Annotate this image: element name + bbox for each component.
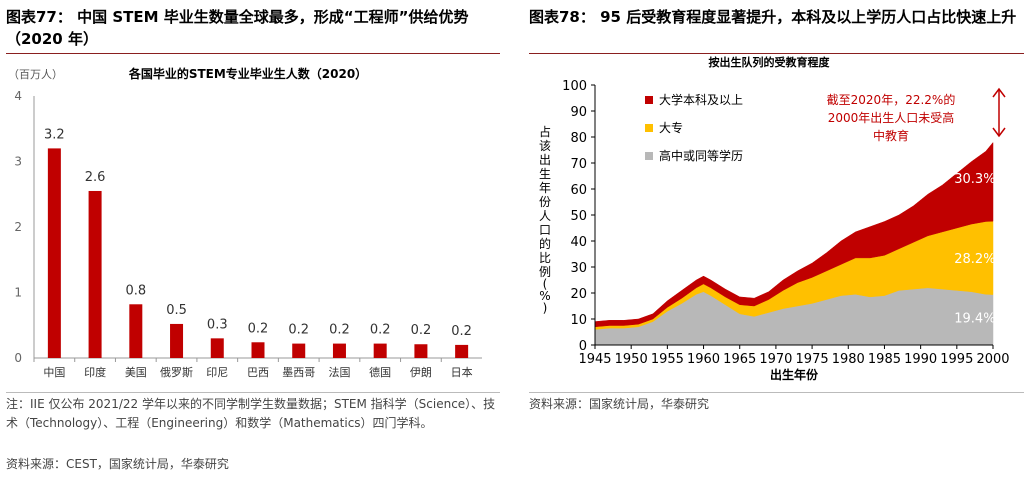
bar-data-label: 0.2 xyxy=(451,324,472,339)
y-tick-label: 40 xyxy=(570,235,587,250)
bar xyxy=(332,343,346,358)
bar xyxy=(373,343,387,358)
x-tick-label: 1985 xyxy=(868,352,901,367)
bar xyxy=(210,338,224,358)
x-tick-label: 2000 xyxy=(976,352,1009,367)
annotation-text: 截至2020年，22.2%的 xyxy=(827,92,956,107)
bar-data-label: 0.2 xyxy=(248,321,269,336)
x-tick-label: 1950 xyxy=(615,352,648,367)
bar-data-label: 0.5 xyxy=(166,303,187,318)
y-tick-label: 0 xyxy=(14,351,22,365)
y-tick-label: 3 xyxy=(14,155,22,169)
y-tick-label: 4 xyxy=(14,89,22,103)
area-data-label: 28.2% xyxy=(954,252,995,267)
x-category-label: 德国 xyxy=(369,365,391,379)
x-category-label: 日本 xyxy=(451,365,473,379)
x-category-label: 俄罗斯 xyxy=(160,366,193,379)
y-tick-label: 10 xyxy=(570,313,587,328)
bar-chart-title: 各国毕业的STEM专业毕业生人数（2020） xyxy=(128,66,367,81)
bar xyxy=(414,344,428,358)
x-axis-title: 出生年份 xyxy=(770,367,819,382)
x-category-label: 伊朗 xyxy=(410,366,432,379)
annotation-arrow-head-bottom xyxy=(992,127,1006,138)
x-category-label: 美国 xyxy=(125,366,147,379)
x-tick-label: 1965 xyxy=(723,352,756,367)
bar-data-label: 2.6 xyxy=(85,170,106,185)
left-title-rule xyxy=(6,53,500,54)
bar-data-label: 3.2 xyxy=(44,127,65,142)
area-data-label: 19.4% xyxy=(954,311,995,326)
x-category-label: 墨西哥 xyxy=(282,366,315,379)
y-tick-label: 20 xyxy=(570,287,587,302)
bar-data-label: 0.8 xyxy=(125,283,146,298)
bar-data-label: 0.2 xyxy=(370,323,391,338)
y-tick-label: 80 xyxy=(570,131,587,146)
bar-data-label: 0.2 xyxy=(411,323,432,338)
x-tick-label: 1980 xyxy=(832,352,865,367)
annotation-text: 2000年出生人口未受高 xyxy=(828,110,955,125)
x-tick-label: 1960 xyxy=(687,352,720,367)
annotation-text: 中教育 xyxy=(873,128,909,143)
y-tick-label: 90 xyxy=(570,105,587,120)
x-tick-label: 1975 xyxy=(796,352,829,367)
area-chart-title: 按出生队列的受教育程度 xyxy=(709,56,831,69)
bar xyxy=(88,190,102,358)
left-note: 注：IIE 仅公布 2021/22 学年以来的不同学制学生数量数据；STEM 指… xyxy=(6,397,496,430)
y-tick-label: 50 xyxy=(570,209,587,224)
bar xyxy=(251,342,265,358)
right-title-rule xyxy=(529,53,1024,54)
legend-swatch xyxy=(645,124,653,132)
y-tick-label: 30 xyxy=(570,261,587,276)
x-tick-label: 1955 xyxy=(651,352,684,367)
legend-swatch xyxy=(645,152,653,160)
annotation-arrow-head-top xyxy=(992,87,1006,98)
y-tick-label: 2 xyxy=(14,220,22,234)
stem-bar-chart: （百万人） 各国毕业的STEM专业毕业生人数（2020） 0 1 2 3 4 3.2 中国 2.6… xyxy=(8,66,482,379)
bar xyxy=(47,148,61,358)
area-data-label: 30.3% xyxy=(954,172,995,187)
bar xyxy=(129,304,143,358)
x-tick-label: 1995 xyxy=(940,352,973,367)
legend-label: 大学本科及以上 xyxy=(659,92,743,107)
x-tick-label: 1970 xyxy=(759,352,792,367)
right-note-rule xyxy=(529,392,1024,393)
bar-data-label: 0.3 xyxy=(207,317,228,332)
left-figure-title: 图表77： 中国 STEM 毕业生数量全球最多，形成“工程师”供给优势（2020… xyxy=(6,8,469,48)
y-tick-label: 100 xyxy=(562,79,587,94)
bar xyxy=(170,323,184,358)
unit-label: （百万人） xyxy=(8,68,63,81)
bar-data-label: 0.2 xyxy=(329,323,350,338)
legend-label: 高中或同等学历 xyxy=(659,148,743,163)
y-axis-title: 占该出生年份人口的比例(%) xyxy=(539,124,551,315)
x-category-label: 巴西 xyxy=(247,366,269,379)
legend-label: 大专 xyxy=(659,120,683,135)
right-source: 资料来源：国家统计局，华泰研究 xyxy=(529,397,710,411)
legend-swatch xyxy=(645,96,653,104)
x-tick-label: 1990 xyxy=(904,352,937,367)
bar-data-label: 0.2 xyxy=(288,323,309,338)
bar xyxy=(292,343,306,358)
bar xyxy=(455,344,469,358)
x-category-label: 中国 xyxy=(43,366,65,379)
x-category-label: 法国 xyxy=(328,365,350,379)
left-source: 资料来源：CEST，国家统计局，华泰研究 xyxy=(6,457,229,471)
right-figure-title: 图表78： 95 后受教育程度显著提升，本科及以上学历人口占比快速上升 xyxy=(529,8,1017,26)
y-tick-label: 60 xyxy=(570,183,587,198)
education-area-chart: 按出生队列的受教育程度 0 10 20 30 40 50 60 70 80 90 100 1945 195… xyxy=(539,56,1010,382)
y-tick-label: 70 xyxy=(570,157,587,172)
y-tick-label: 0 xyxy=(579,339,587,354)
x-category-label: 印尼 xyxy=(206,366,228,379)
x-category-label: 印度 xyxy=(84,365,106,379)
y-tick-label: 1 xyxy=(14,286,22,300)
left-note-rule xyxy=(6,392,500,393)
area-series xyxy=(594,141,994,328)
x-tick-label: 1945 xyxy=(578,352,611,367)
